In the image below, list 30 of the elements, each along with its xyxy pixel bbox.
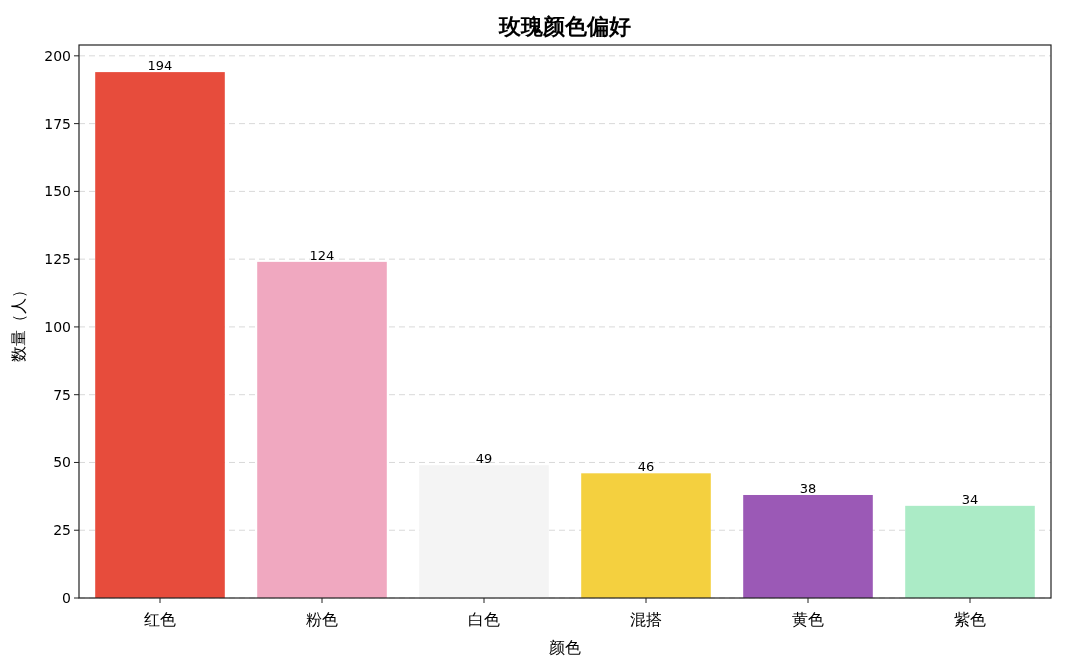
- data-label: 194: [147, 58, 173, 74]
- x-tick-label: 混搭: [630, 610, 662, 629]
- y-tick-label: 100: [44, 318, 71, 335]
- x-axis-title: 颜色: [549, 638, 581, 657]
- bar: [95, 72, 225, 598]
- bar: [905, 505, 1035, 598]
- data-label: 38: [799, 480, 817, 496]
- y-tick-label: 175: [44, 115, 71, 132]
- bar: [419, 465, 549, 598]
- y-tick-label: 0: [62, 589, 71, 606]
- y-tick-label: 25: [53, 522, 71, 539]
- chart-title: 玫瑰颜色偏好: [498, 14, 631, 39]
- y-tick-label: 75: [53, 386, 71, 403]
- x-tick-label: 白色: [468, 610, 500, 629]
- y-tick-label: 150: [44, 183, 71, 200]
- y-tick-label: 125: [44, 251, 71, 268]
- bar: [581, 473, 711, 598]
- data-label: 34: [961, 491, 979, 507]
- x-tick-label: 红色: [144, 610, 176, 629]
- y-tick-label: 50: [53, 454, 71, 471]
- x-tick-label: 黄色: [792, 610, 824, 629]
- y-axis-title: 数量（人）: [9, 281, 28, 362]
- data-label: 124: [309, 247, 335, 263]
- bar: [257, 261, 387, 598]
- y-tick-label: 200: [44, 47, 71, 64]
- data-label: 49: [475, 451, 493, 467]
- data-label: 46: [637, 459, 655, 475]
- bar: [743, 494, 873, 598]
- x-tick-label: 紫色: [954, 610, 986, 629]
- x-tick-label: 粉色: [306, 610, 338, 629]
